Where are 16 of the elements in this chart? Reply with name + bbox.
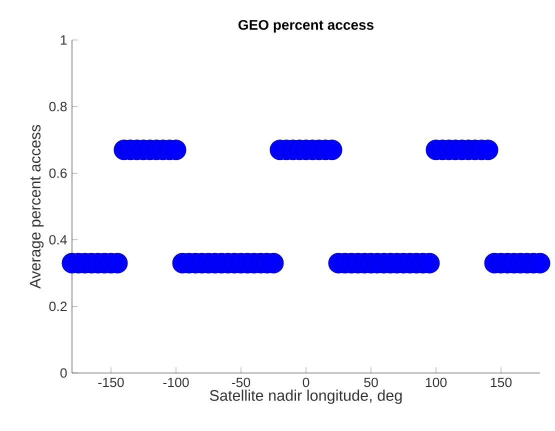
y-tick-label: 0.4: [49, 235, 67, 245]
y-tick-label: 0: [60, 368, 67, 378]
y-tick-label: 0.8: [49, 102, 67, 112]
y-axis-title: Average percent access: [30, 124, 44, 289]
x-tick-label: -50: [232, 378, 250, 388]
x-tick-label: -100: [163, 378, 189, 388]
x-tick-label: 100: [426, 378, 447, 388]
x-tick-label: 50: [364, 378, 378, 388]
chart-title: GEO percent access: [238, 20, 374, 33]
x-axis-title: Satellite nadir longitude, deg: [210, 390, 402, 404]
y-tick-label: 0.6: [49, 168, 67, 178]
y-tick-label: 0.2: [49, 302, 67, 312]
y-tick-label: 1: [60, 35, 67, 45]
x-tick-label: -150: [98, 378, 124, 388]
x-tick-label: 0: [302, 378, 310, 388]
x-tick-label: 150: [490, 378, 512, 388]
